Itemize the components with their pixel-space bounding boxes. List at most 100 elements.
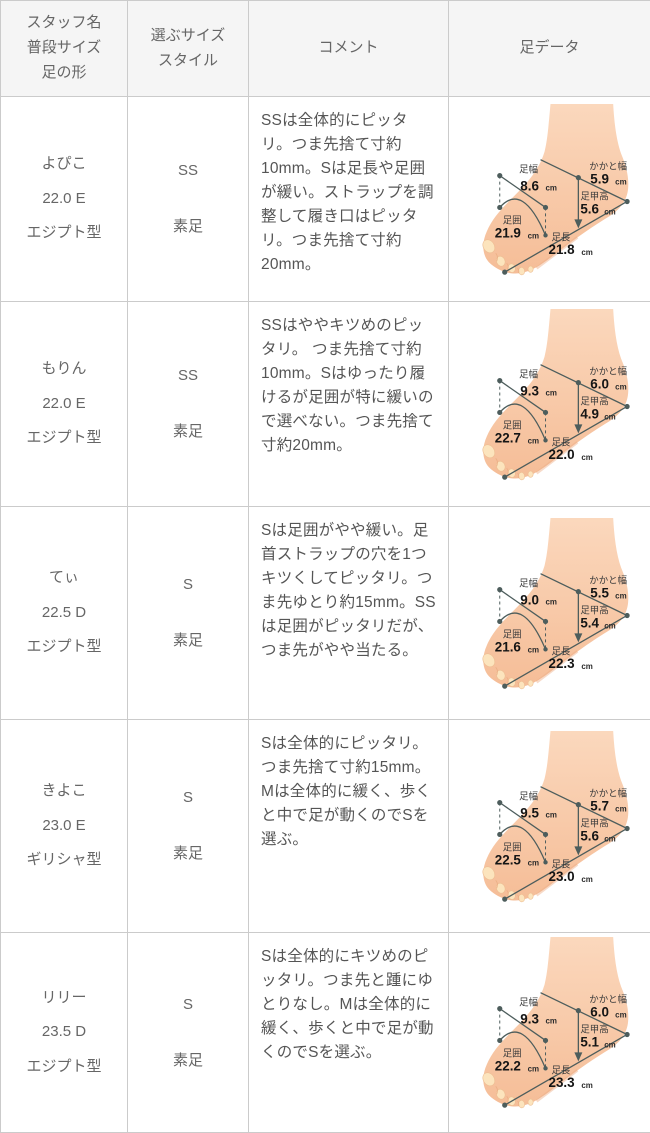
foot-circumference-value: 22.2 <box>495 1058 521 1073</box>
foot-circumference-value: 21.6 <box>495 639 521 654</box>
instep-height-value: 5.6 <box>580 828 599 843</box>
instep-height-unit: cm <box>604 621 616 630</box>
instep-height-unit: cm <box>604 412 616 421</box>
foot-length-value: 22.0 <box>549 447 575 462</box>
comment-text: Sは足囲がやや緩い。足首ストラップの穴を1つキツくしてピッタリ。つま先ゆとり約1… <box>261 522 436 659</box>
size-cell: S 素足 <box>128 933 249 1133</box>
style-label: 素足 <box>173 629 203 650</box>
table-row: リリー 23.5 D エジプト型 S 素足 Sは全体的にキツめのピッタリ。つま先… <box>1 933 650 1133</box>
table-row: きよこ 23.0 E ギリシャ型 S 素足 Sは全体的にピッタリ。つま先捨て寸約… <box>1 720 650 933</box>
staff-name-size-shape: よぴこ 22.0 E エジプト型 <box>3 147 125 251</box>
selected-size: SS <box>178 367 198 384</box>
foot-length-unit: cm <box>581 248 593 257</box>
foot-circumference-value: 22.7 <box>495 430 521 445</box>
heel-width-value: 5.9 <box>590 171 609 186</box>
selected-size: S <box>183 576 193 593</box>
heel-width-unit: cm <box>615 1011 627 1020</box>
foot-length-value: 23.3 <box>549 1075 575 1090</box>
foot-width-unit: cm <box>546 810 558 819</box>
style-label: 素足 <box>173 1049 203 1070</box>
instep-height-unit: cm <box>604 207 616 216</box>
header-comment: コメント <box>249 1 449 97</box>
instep-height-value: 5.1 <box>580 1034 599 1049</box>
instep-height-unit: cm <box>604 1040 616 1049</box>
staff-name-size-shape: もりん 22.0 E エジプト型 <box>3 352 125 456</box>
foot-width-label: 足幅 <box>519 163 538 175</box>
foot-circumference-value: 22.5 <box>495 852 522 867</box>
instep-height-value: 5.6 <box>580 201 599 216</box>
header-foot-data: 足データ <box>449 1 650 97</box>
foot-measurement-diagram: 足幅 9.0 cm かかと幅 5.5 cm 足甲高 5.4 cm 足囲 21.6… <box>449 514 650 713</box>
foot-data-cell: 足幅 8.6 cm かかと幅 5.9 cm 足甲高 5.6 cm 足囲 21.9… <box>449 97 650 302</box>
staff-name-size-shape: きよこ 23.0 E ギリシャ型 <box>3 774 125 878</box>
heel-width-unit: cm <box>615 382 627 391</box>
comment-text: Sは全体的にピッタリ。つま先捨て寸約15mm。Mは全体的に緩く、歩くと中で足が動… <box>261 735 431 848</box>
comment-text: Sは全体的にキツめのピッタリ。つま先と踵にゆとりなし。Mは全体的に緩く、歩くと中… <box>261 948 434 1061</box>
heel-width-value: 5.5 <box>590 585 609 600</box>
heel-width-value: 6.0 <box>590 376 609 391</box>
foot-length-unit: cm <box>581 453 593 462</box>
style-label: 素足 <box>173 420 203 441</box>
foot-data-cell: 足幅 9.5 cm かかと幅 5.7 cm 足甲高 5.6 cm 足囲 22.5… <box>449 720 650 933</box>
foot-width-unit: cm <box>546 597 558 606</box>
size-cell: SS 素足 <box>128 302 249 507</box>
instep-height-unit: cm <box>604 834 616 843</box>
heel-width-unit: cm <box>615 177 627 186</box>
table-body: よぴこ 22.0 E エジプト型 SS 素足 SSは全体的にピッタリ。つま先捨て… <box>1 97 650 1133</box>
size-cell: SS 素足 <box>128 97 249 302</box>
instep-height-value: 4.9 <box>580 406 599 421</box>
style-label: 素足 <box>173 215 203 236</box>
table-row: もりん 22.0 E エジプト型 SS 素足 SSはややキツめのピッタリ。 つま… <box>1 302 650 507</box>
foot-circumference-unit: cm <box>528 858 540 867</box>
heel-width-unit: cm <box>615 804 627 813</box>
foot-width-unit: cm <box>546 1017 558 1026</box>
staff-name-size-shape: てぃ 22.5 D エジプト型 <box>3 561 125 665</box>
header-staff: スタッフ名 普段サイズ 足の形 <box>1 1 128 97</box>
foot-width-unit: cm <box>546 388 558 397</box>
foot-measurement-diagram: 足幅 8.6 cm かかと幅 5.9 cm 足甲高 5.6 cm 足囲 21.9… <box>449 100 650 299</box>
staff-cell: リリー 23.5 D エジプト型 <box>1 933 128 1133</box>
staff-name-size-shape: リリー 23.5 D エジプト型 <box>3 981 125 1085</box>
size-cell: S 素足 <box>128 720 249 933</box>
foot-circumference-unit: cm <box>528 436 540 445</box>
staff-cell: よぴこ 22.0 E エジプト型 <box>1 97 128 302</box>
foot-measurement-diagram: 足幅 9.3 cm かかと幅 6.0 cm 足甲高 4.9 cm 足囲 22.7… <box>449 305 650 504</box>
foot-circumference-value: 21.9 <box>495 225 521 240</box>
foot-circumference-unit: cm <box>528 645 540 654</box>
selected-size: SS <box>178 162 198 179</box>
staff-cell: もりん 22.0 E エジプト型 <box>1 302 128 507</box>
header-size: 選ぶサイズ スタイル <box>128 1 249 97</box>
foot-width-label: 足幅 <box>519 790 538 802</box>
foot-length-value: 22.3 <box>549 656 575 671</box>
comment-cell: Sは足囲がやや緩い。足首ストラップの穴を1つキツくしてピッタリ。つま先ゆとり約1… <box>249 507 449 720</box>
comment-cell: Sは全体的にピッタリ。つま先捨て寸約15mm。Mは全体的に緩く、歩くと中で足が動… <box>249 720 449 933</box>
foot-data-cell: 足幅 9.3 cm かかと幅 6.0 cm 足甲高 5.1 cm 足囲 22.2… <box>449 933 650 1133</box>
comment-cell: SSは全体的にピッタリ。つま先捨て寸約10mm。Sは足長や足囲が緩い。ストラップ… <box>249 97 449 302</box>
selected-size: S <box>183 789 193 806</box>
table-row: よぴこ 22.0 E エジプト型 SS 素足 SSは全体的にピッタリ。つま先捨て… <box>1 97 650 302</box>
foot-length-unit: cm <box>581 875 593 884</box>
heel-width-unit: cm <box>615 591 627 600</box>
foot-circumference-unit: cm <box>528 1064 540 1073</box>
foot-data-cell: 足幅 9.3 cm かかと幅 6.0 cm 足甲高 4.9 cm 足囲 22.7… <box>449 302 650 507</box>
size-cell: S 素足 <box>128 507 249 720</box>
heel-width-value: 6.0 <box>590 1005 609 1020</box>
foot-width-value: 9.0 <box>520 592 539 607</box>
comment-cell: Sは全体的にキツめのピッタリ。つま先と踵にゆとりなし。Mは全体的に緩く、歩くと中… <box>249 933 449 1133</box>
foot-data-cell: 足幅 9.0 cm かかと幅 5.5 cm 足甲高 5.4 cm 足囲 21.6… <box>449 507 650 720</box>
foot-width-value: 9.3 <box>520 1012 539 1027</box>
staff-cell: きよこ 23.0 E ギリシャ型 <box>1 720 128 933</box>
staff-cell: てぃ 22.5 D エジプト型 <box>1 507 128 720</box>
foot-width-value: 9.5 <box>520 805 539 820</box>
foot-width-label: 足幅 <box>519 997 538 1009</box>
foot-circumference-unit: cm <box>528 231 540 240</box>
foot-length-unit: cm <box>581 662 593 671</box>
heel-width-value: 5.7 <box>590 798 609 813</box>
foot-length-value: 23.0 <box>549 869 575 884</box>
style-label: 素足 <box>173 842 203 863</box>
table-row: てぃ 22.5 D エジプト型 S 素足 Sは足囲がやや緩い。足首ストラップの穴… <box>1 507 650 720</box>
selected-size: S <box>183 996 193 1013</box>
comment-text: SSは全体的にピッタリ。つま先捨て寸約10mm。Sは足長や足囲が緩い。ストラップ… <box>261 112 434 273</box>
